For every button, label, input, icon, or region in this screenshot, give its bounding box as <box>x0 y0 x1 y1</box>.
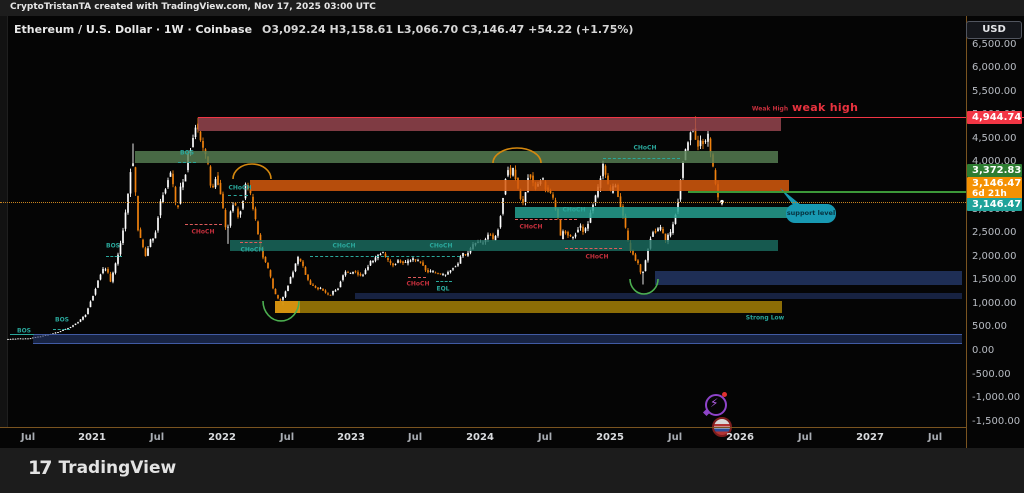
time-axis-separator[interactable] <box>0 427 966 428</box>
time-tick: Jul <box>20 432 36 443</box>
price-tick: -1,000.00 <box>972 392 1021 404</box>
chart-pane[interactable] <box>0 16 1024 448</box>
price-axis-separator[interactable] <box>966 16 967 448</box>
attribution-bar <box>0 0 1024 16</box>
support-price-tag[interactable]: 3,146.47 <box>967 197 1022 211</box>
price-tick: 1,500.00 <box>972 274 1017 286</box>
time-tick: Jul <box>279 432 295 443</box>
time-tick: 2027 <box>856 432 884 443</box>
time-tick: 2024 <box>466 432 494 443</box>
tradingview-logo-text: TradingView <box>58 458 177 478</box>
price-tick: 0.00 <box>972 345 995 356</box>
time-tick: 2022 <box>208 432 236 443</box>
price-tick: 1,000.00 <box>972 297 1017 309</box>
last-price-countdown-tag[interactable]: 3,146.47 6d 21h <box>967 177 1022 199</box>
price-tick: 2,000.00 <box>972 250 1017 262</box>
left-edge-strip <box>0 16 8 427</box>
time-tick: 2023 <box>337 432 365 443</box>
lightning-icon: ⚡ <box>710 396 719 410</box>
price-tick: 4,500.00 <box>972 132 1017 144</box>
footer <box>0 448 1024 493</box>
price-tick: -500.00 <box>972 368 1011 380</box>
time-tick: Jul <box>149 432 165 443</box>
attribution-text: CryptoTristanTA created with TradingView… <box>10 2 376 12</box>
currency-toggle-button[interactable]: USD <box>966 21 1022 39</box>
price-tick: 2,500.00 <box>972 227 1017 239</box>
support-level-callout-text: support level <box>786 209 836 217</box>
price-tick: -1,500.00 <box>972 415 1021 427</box>
time-tick: 2026 <box>726 432 754 443</box>
time-tick: Jul <box>537 432 553 443</box>
support-level-callout[interactable]: support level <box>786 204 836 223</box>
price-tick: 6,500.00 <box>972 38 1017 50</box>
price-tick: 4,000.00 <box>972 156 1017 168</box>
green-line-price-tag[interactable]: 3,372.83 <box>967 163 1022 177</box>
time-tick: Jul <box>667 432 683 443</box>
symbol-legend[interactable]: Ethereum / U.S. Dollar · 1W · Coinbase O3… <box>14 23 633 36</box>
time-tick: 2021 <box>78 432 106 443</box>
price-tick: 500.00 <box>972 321 1007 333</box>
ohlc-values: O3,092.24 H3,158.61 L3,066.70 C3,146.47 … <box>262 23 634 36</box>
time-tick: 2025 <box>596 432 624 443</box>
time-tick: Jul <box>927 432 943 443</box>
weak-high-price-tag[interactable]: 4,944.74 <box>967 110 1022 124</box>
economic-events-icon[interactable]: ⚡ <box>702 392 727 417</box>
tradingview-logo-mark: 17 <box>28 457 52 479</box>
time-tick: Jul <box>797 432 813 443</box>
price-tick: 6,000.00 <box>972 62 1017 74</box>
tradingview-logo[interactable]: 17 TradingView <box>28 457 176 479</box>
symbol-title[interactable]: Ethereum / U.S. Dollar · 1W · Coinbase <box>14 23 253 36</box>
event-ring-icon <box>705 394 727 416</box>
event-alert-dot <box>722 392 727 397</box>
time-tick: Jul <box>407 432 423 443</box>
price-tick: 5,500.00 <box>972 85 1017 97</box>
